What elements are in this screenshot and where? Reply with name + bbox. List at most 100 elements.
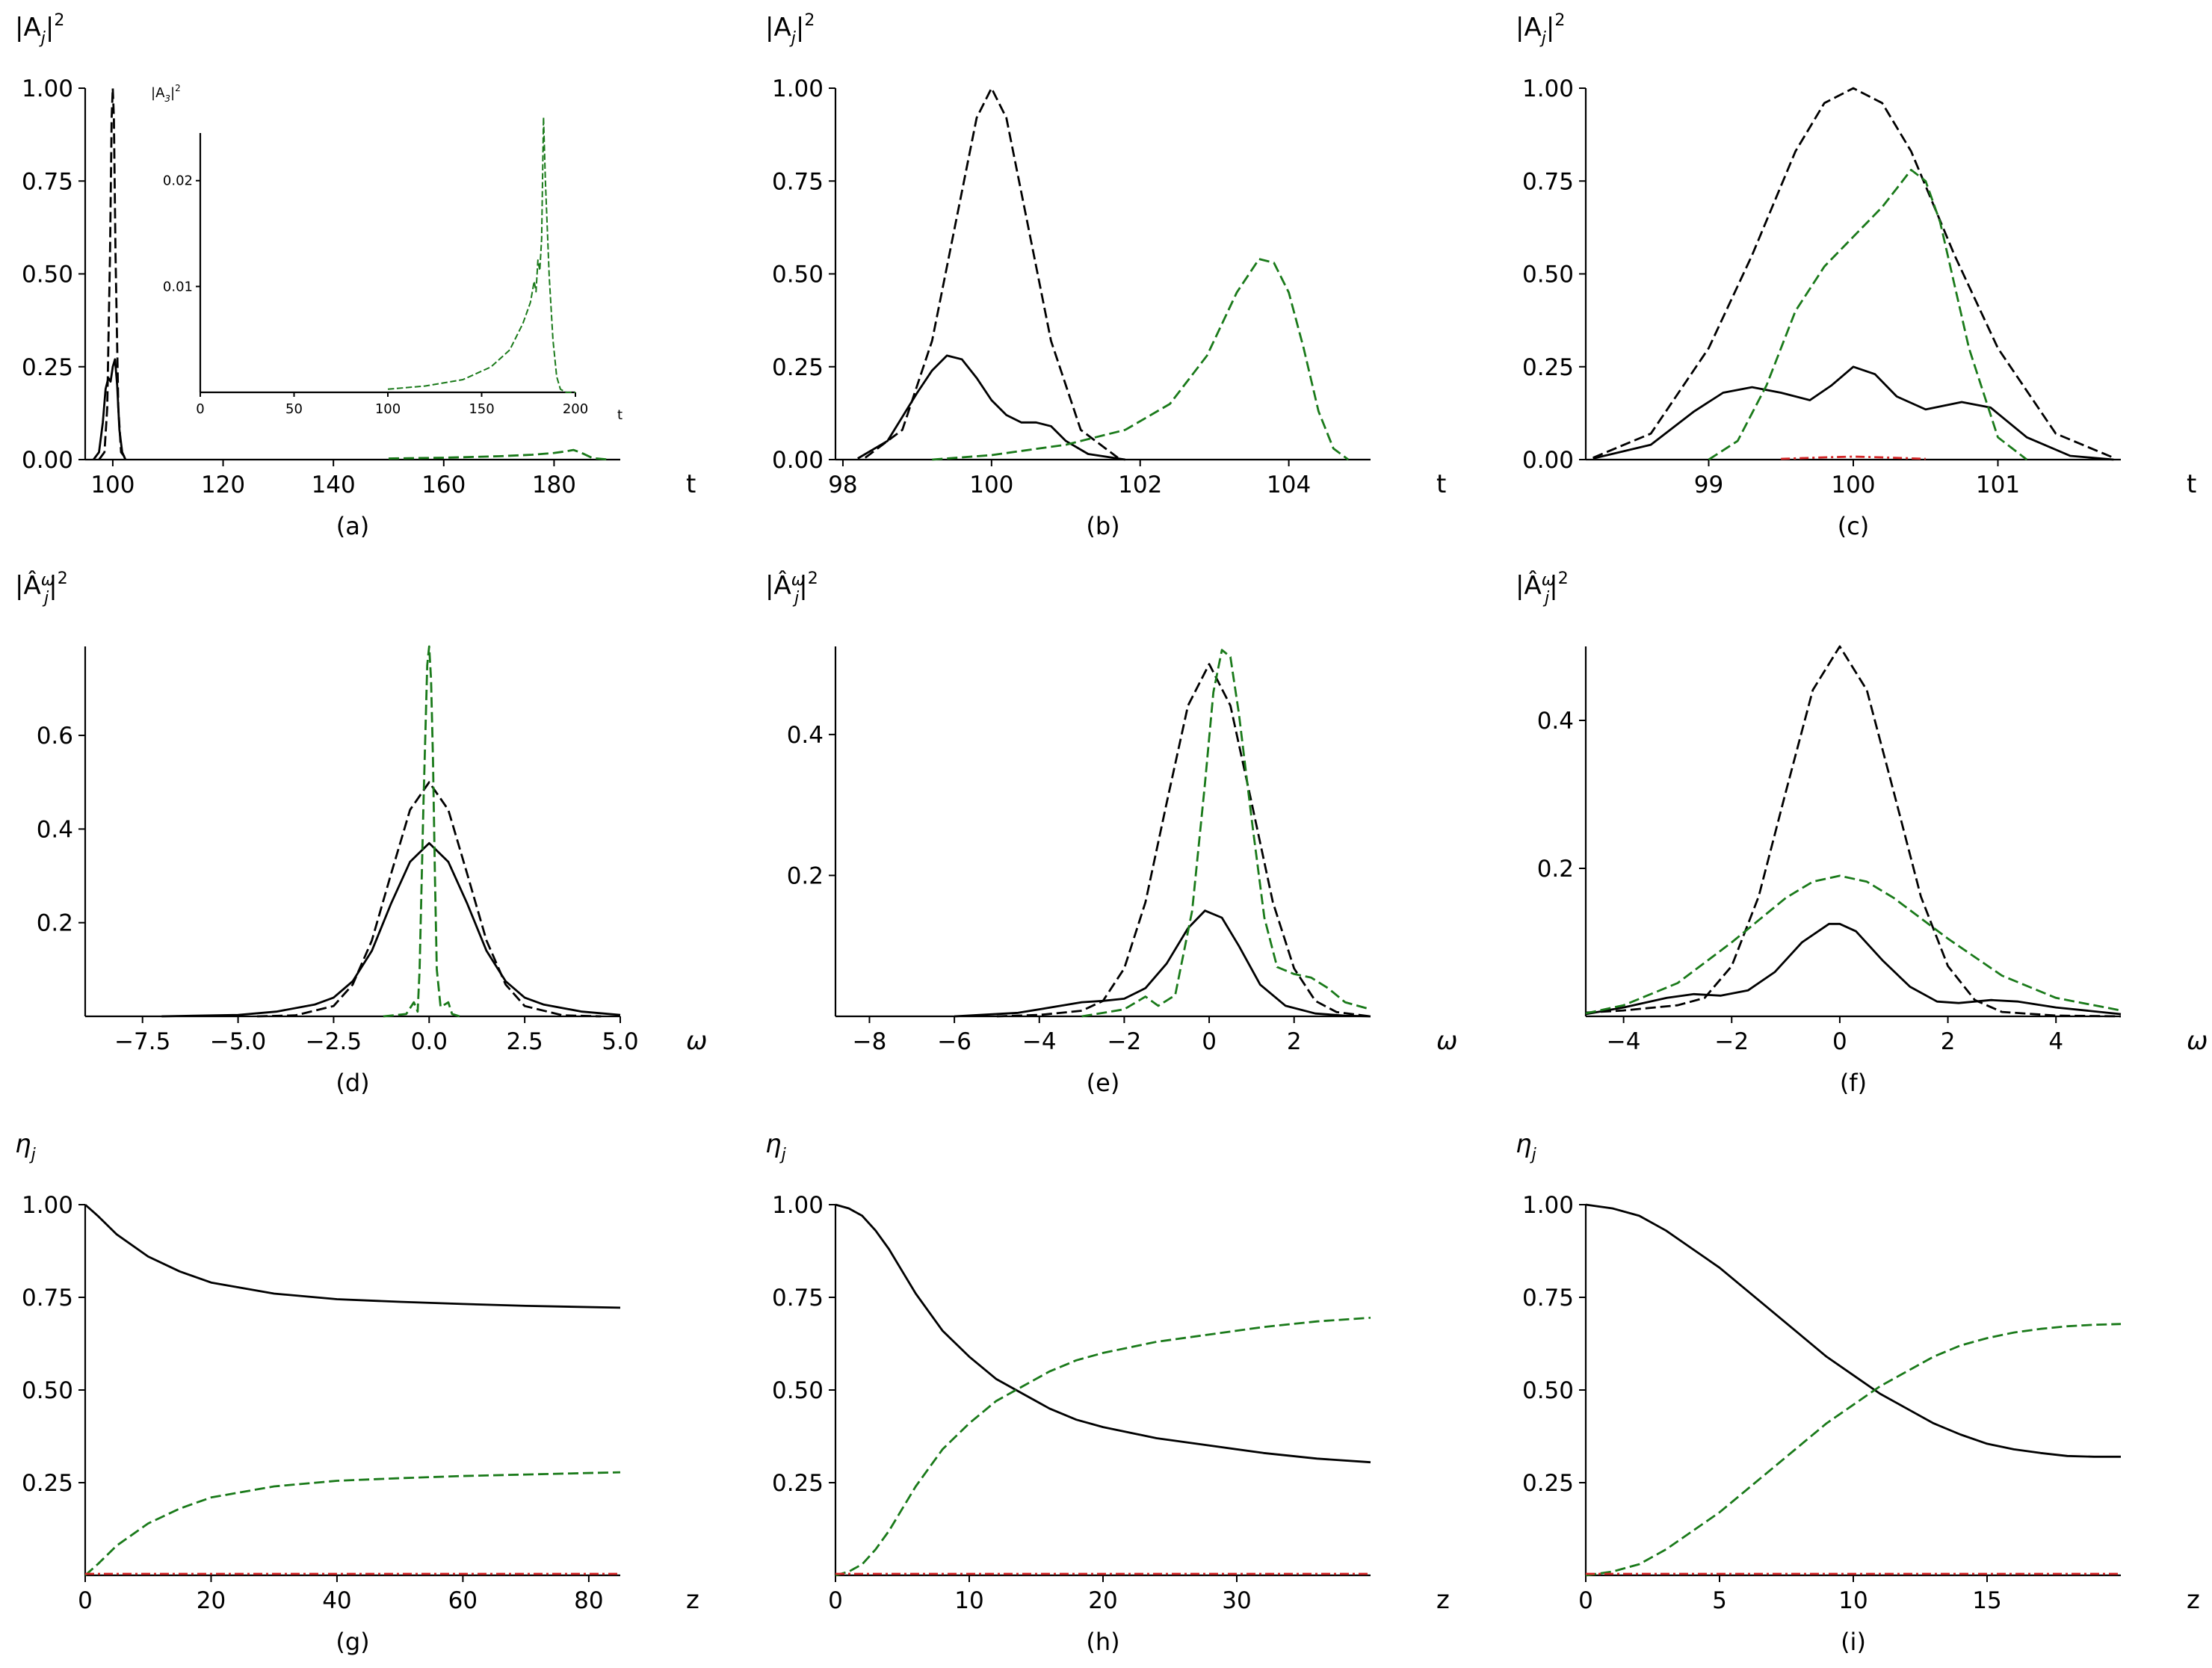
y-tick-label: 0.75 xyxy=(22,168,73,195)
x-tick-label: −6 xyxy=(937,1028,971,1055)
x-tick-label: 2 xyxy=(1941,1028,1956,1055)
series-line-black-solid xyxy=(954,909,1371,1018)
panel-e: −8 −6 −4 −2 0 2 0.2 0.4 |Âω j|2 ω (e) xyxy=(765,569,1457,1097)
series-line-black-solid xyxy=(1592,365,2114,461)
y-tick-label: 0.2 xyxy=(37,910,73,937)
x-tick-label: −8 xyxy=(853,1028,887,1055)
series-line-black-solid xyxy=(84,1203,621,1309)
y-axis-label: |Âω j|2 xyxy=(765,569,818,608)
y-tick-label: 0.50 xyxy=(22,262,73,288)
y-tick-label: 0.75 xyxy=(22,1285,73,1312)
y-tick-label: 0.50 xyxy=(1522,262,1574,288)
y-tick-label: 0.6 xyxy=(37,723,73,750)
panel-caption: (e) xyxy=(1087,1069,1120,1097)
inset-chart: 0 50 100 150 200 0.01 0.02 |A3|2 t xyxy=(151,83,622,423)
x-tick-label: 99 xyxy=(1694,472,1723,498)
y-tick-label: 1.00 xyxy=(772,1192,824,1219)
x-tick-label: 140 xyxy=(312,472,356,498)
x-tick-label: −5.0 xyxy=(210,1028,266,1055)
y-tick-label: 0.50 xyxy=(772,262,824,288)
x-tick-label: 2.5 xyxy=(506,1028,543,1055)
panel-caption: (c) xyxy=(1838,512,1870,540)
panel-caption: (f) xyxy=(1840,1069,1867,1097)
x-tick-label: 102 xyxy=(1118,472,1162,498)
panel-g: 0 20 40 60 80 0.25 0.50 0.75 1.00 ηj z (g) xyxy=(15,1129,699,1656)
y-axis-label: |Aj|2 xyxy=(15,11,64,48)
y-tick-label: 0.75 xyxy=(772,168,824,195)
x-tick-label: −2.5 xyxy=(306,1028,362,1055)
x-tick-label: 0 xyxy=(196,401,204,417)
x-tick-label: 5 xyxy=(1712,1587,1727,1614)
x-tick-label: 101 xyxy=(1976,472,2020,498)
series-line-black-solid xyxy=(1585,922,2122,1016)
y-tick-label: 1.00 xyxy=(772,75,824,102)
x-tick-label: 50 xyxy=(285,401,303,417)
y-axis-label: ηj xyxy=(765,1129,787,1164)
inset-x-axis-label: t xyxy=(617,407,622,423)
y-tick-label: 0.75 xyxy=(1522,168,1574,195)
y-axis-label: ηj xyxy=(15,1129,37,1164)
x-tick-label: 98 xyxy=(828,472,857,498)
y-tick-label: 0.75 xyxy=(772,1285,824,1312)
series-line-green-dashed xyxy=(1708,168,2028,461)
x-tick-label: 15 xyxy=(1972,1587,2001,1614)
x-tick-label: 100 xyxy=(90,472,135,498)
series-line-black-solid xyxy=(1585,1203,2121,1458)
x-tick-label: 0.0 xyxy=(411,1028,448,1055)
y-tick-label: 0.25 xyxy=(772,1470,824,1497)
x-tick-label: 160 xyxy=(421,472,466,498)
x-axis-label: ω xyxy=(686,1026,707,1056)
series-line-black-solid xyxy=(835,1203,1371,1464)
x-tick-label: −2 xyxy=(1107,1028,1142,1055)
series-line-black-solid xyxy=(161,841,621,1018)
x-tick-label: 104 xyxy=(1267,472,1311,498)
x-tick-label: −4 xyxy=(1022,1028,1057,1055)
x-axis-label: z xyxy=(2187,1585,2200,1615)
y-tick-label: 0.25 xyxy=(1522,1470,1574,1497)
x-tick-label: 180 xyxy=(532,472,576,498)
panel-h: 0 10 20 30 0.25 0.50 0.75 1.00 ηj z (h) xyxy=(765,1129,1450,1656)
series-line-black-dashed xyxy=(996,663,1371,1018)
series-line-black-solid xyxy=(92,358,127,460)
x-tick-label: 0 xyxy=(1578,1587,1593,1614)
series-line-green-dashed xyxy=(1081,649,1371,1018)
x-tick-label: 20 xyxy=(197,1587,226,1614)
panel-caption: (i) xyxy=(1841,1628,1866,1656)
x-tick-label: 200 xyxy=(563,401,588,417)
series-line-black-dashed xyxy=(864,87,1119,459)
x-tick-label: 5.0 xyxy=(602,1028,638,1055)
y-tick-label: 0.75 xyxy=(1522,1285,1574,1312)
panel-caption: (b) xyxy=(1086,512,1119,540)
y-axis-label: ηj xyxy=(1516,1129,1537,1164)
x-tick-label: 10 xyxy=(1838,1587,1867,1614)
y-tick-label: 1.00 xyxy=(22,1192,73,1219)
series-line-green-dashed xyxy=(84,1471,621,1577)
series-line-green-dashed xyxy=(932,258,1350,461)
y-tick-label: 0.01 xyxy=(163,279,193,294)
panel-d: −7.5 −5.0 −2.5 0.0 2.5 5.0 0.2 0.4 0.6 |Âω j|2 ω (d) xyxy=(15,569,707,1097)
x-tick-label: −2 xyxy=(1714,1028,1749,1055)
series-line-green-dashed xyxy=(387,116,575,393)
x-axis-label: t xyxy=(2187,469,2196,499)
y-tick-label: 0.25 xyxy=(1522,354,1574,381)
x-tick-label: 0 xyxy=(828,1587,843,1614)
panel-caption: (a) xyxy=(336,512,370,540)
y-tick-label: 0.00 xyxy=(1522,447,1574,474)
y-tick-label: 0.4 xyxy=(1537,708,1574,735)
series-line-black-dashed xyxy=(1592,87,2114,459)
x-tick-label: 100 xyxy=(969,472,1013,498)
y-axis-label: |Aj|2 xyxy=(765,11,815,48)
y-axis-label: |Âω j|2 xyxy=(1516,569,1569,608)
y-tick-label: 0.50 xyxy=(772,1377,824,1404)
panel-c: 99 100 101 0.00 0.25 0.50 0.75 1.00 |Aj|2 t (c) xyxy=(1516,11,2196,540)
x-tick-label: 10 xyxy=(954,1587,983,1614)
series-line-green-dashed xyxy=(835,1316,1371,1577)
x-axis-label: t xyxy=(686,469,696,499)
x-tick-label: 0 xyxy=(78,1587,93,1614)
x-tick-label: 30 xyxy=(1222,1587,1251,1614)
panel-caption: (d) xyxy=(336,1069,369,1097)
y-tick-label: 0.25 xyxy=(772,354,824,381)
series-line-green-dashed xyxy=(383,645,460,1018)
y-tick-label: 0.4 xyxy=(37,816,73,843)
